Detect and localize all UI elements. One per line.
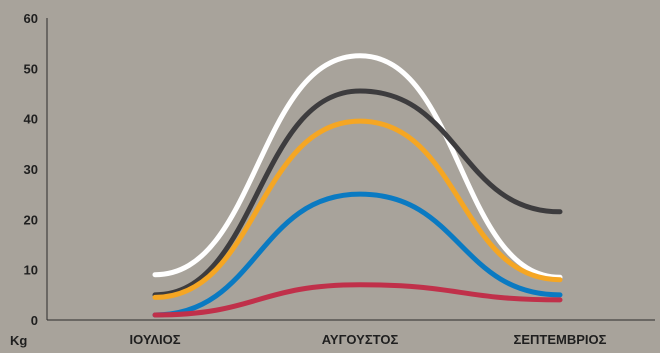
y-tick-label: 0: [31, 313, 38, 328]
series-lines: [152, 53, 563, 318]
y-tick-label: 60: [24, 11, 38, 26]
y-tick-label: 10: [24, 263, 38, 278]
y-tick-label: 40: [24, 112, 38, 127]
series-line: [152, 191, 563, 318]
series-line: [152, 88, 563, 298]
x-tick-labels: ΙΟΥΛΙΟΣ ΑΥΓΟΥΣΤΟΣ ΣΕΠΤΕΜΒΡΙΟΣ: [129, 332, 606, 347]
y-tick-label: 30: [24, 162, 38, 177]
x-tick-label: ΙΟΥΛΙΟΣ: [129, 332, 180, 347]
series-line: [152, 53, 563, 280]
series-line: [152, 282, 563, 318]
x-tick-label: ΑΥΓΟΥΣΤΟΣ: [322, 332, 399, 347]
x-tick-label: ΣΕΠΤΕΜΒΡΙΟΣ: [514, 332, 607, 347]
y-tick-label: 20: [24, 212, 38, 227]
y-tick-labels: 0 10 20 30 40 50 60: [24, 11, 38, 328]
y-tick-label: 50: [24, 61, 38, 76]
y-axis-title: Kg: [10, 333, 27, 348]
series-line: [152, 118, 563, 300]
